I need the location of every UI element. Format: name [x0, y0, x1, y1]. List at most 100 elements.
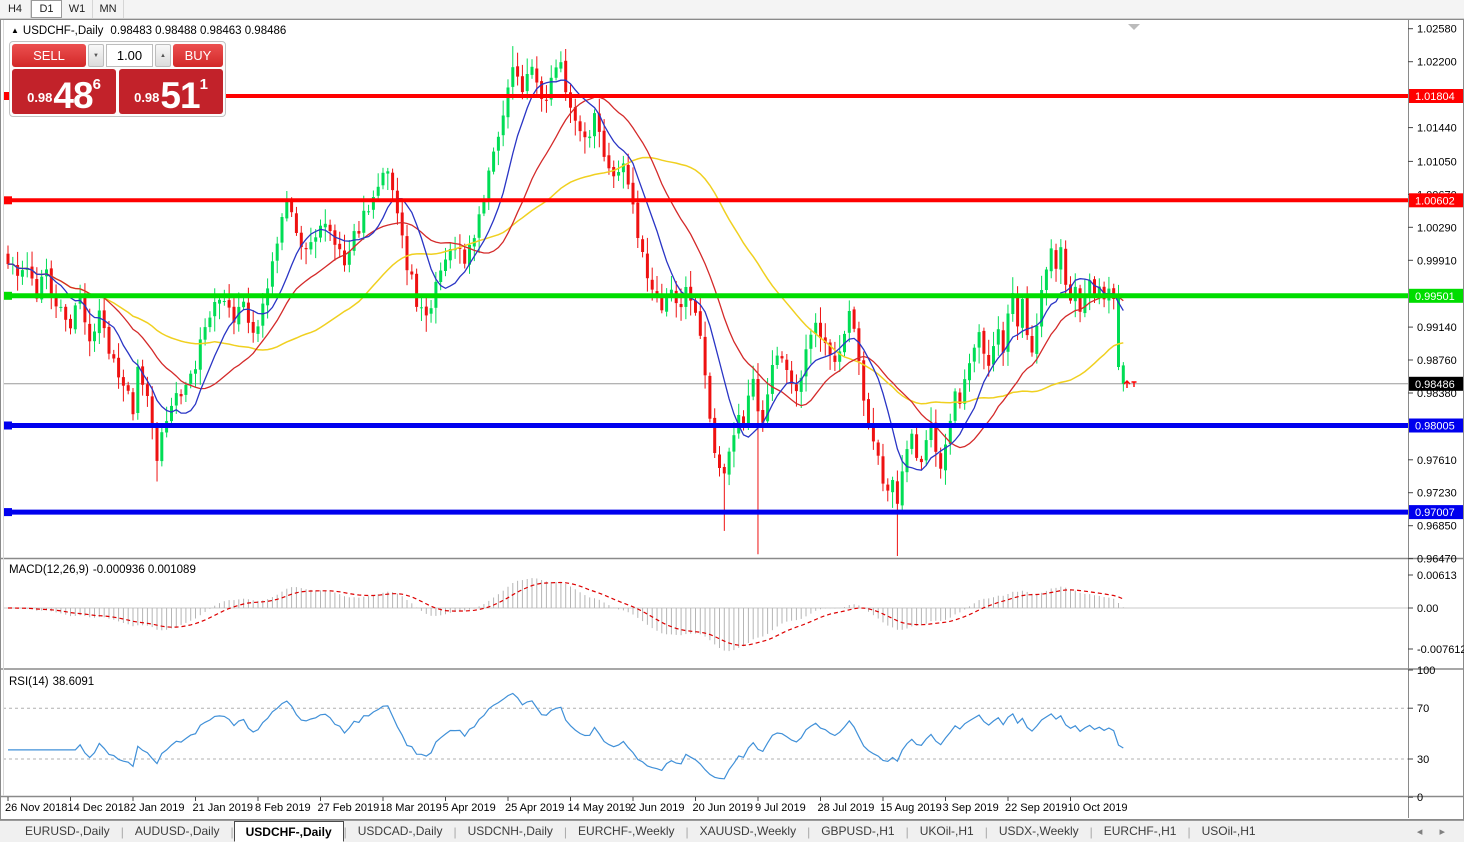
tab-ukoil-h1[interactable]: UKOil-,H1 — [919, 824, 974, 838]
tab-separator: | — [685, 824, 689, 839]
svg-text:0.98760: 0.98760 — [1417, 355, 1457, 367]
chart-shift-marker-icon[interactable] — [1128, 24, 1140, 30]
svg-text:1.00290: 1.00290 — [1417, 222, 1457, 234]
svg-text:14 Dec 2018: 14 Dec 2018 — [68, 802, 130, 814]
svg-text:3 Sep 2019: 3 Sep 2019 — [943, 802, 999, 814]
svg-text:100: 100 — [1417, 665, 1435, 677]
svg-text:0.97230: 0.97230 — [1417, 488, 1457, 500]
hline-anchor[interactable] — [3, 291, 12, 300]
trade-controls-row: SELL ▼ ▲ BUY — [12, 44, 223, 67]
timeframe-mn[interactable]: MN — [93, 0, 124, 18]
rsi-line — [8, 692, 1124, 780]
sell-price-display[interactable]: 0.98 48 6 — [12, 69, 116, 114]
trade-arrow-markers-icon — [1123, 380, 1137, 388]
svg-text:0.99140: 0.99140 — [1417, 322, 1457, 334]
tab-usdcad-daily[interactable]: USDCAD-,Daily — [357, 824, 443, 838]
timeframe-h4[interactable]: H4 — [0, 0, 31, 18]
symbol-label: USDCHF-,Daily — [22, 25, 104, 37]
svg-text:0.96470: 0.96470 — [1417, 554, 1457, 566]
svg-text:15 Aug 2019: 15 Aug 2019 — [880, 802, 942, 814]
buy-price-display[interactable]: 0.98 51 1 — [119, 69, 223, 114]
hline-anchor[interactable] — [3, 508, 12, 517]
svg-text:30: 30 — [1417, 754, 1429, 766]
tab-eurchf-h1[interactable]: EURCHF-,H1 — [1103, 824, 1177, 838]
tab-separator: | — [1089, 824, 1093, 839]
collapse-arrow-icon[interactable]: ▲ — [11, 26, 19, 35]
price-chip-1.00602[interactable]: 1.00602 — [1409, 193, 1463, 208]
one-click-trade-panel: SELL ▼ ▲ BUY 0.98 48 6 0.98 51 1 — [9, 41, 226, 117]
svg-text:70: 70 — [1417, 703, 1429, 715]
bid-ask-display: 0.98 48 6 0.98 51 1 — [12, 69, 223, 114]
current-price-chip: 0.98486 — [1409, 376, 1463, 391]
timeframe-w1[interactable]: W1 — [62, 0, 93, 18]
svg-text:0.00613: 0.00613 — [1417, 570, 1457, 582]
tab-audusd-daily[interactable]: AUDUSD-,Daily — [134, 824, 220, 838]
svg-text:18 Mar 2019: 18 Mar 2019 — [380, 802, 442, 814]
svg-text:2 Jan 2019: 2 Jan 2019 — [130, 802, 184, 814]
tab-separator: | — [343, 824, 347, 839]
rsi-name: RSI(14) — [9, 676, 49, 688]
price-axis: 1.025801.022001.014401.010501.006701.002… — [1408, 24, 1464, 804]
sell-price-pip-digit: 6 — [92, 76, 101, 93]
macd-values: -0.000936 0.001089 — [92, 564, 196, 576]
svg-text:-0.007612: -0.007612 — [1417, 644, 1464, 656]
chart-tab-bar: EURUSD-,Daily | AUDUSD-,Daily | USDCHF-,Dail… — [0, 820, 1464, 842]
price-chip-0.99501[interactable]: 0.99501 — [1409, 288, 1463, 303]
buy-price-pip-digit: 1 — [199, 76, 208, 93]
panel-separators — [0, 19, 1464, 820]
tab-gbpusd-h1[interactable]: GBPUSD-,H1 — [821, 824, 895, 838]
tab-separator: | — [563, 824, 568, 839]
svg-text:0.99501: 0.99501 — [1415, 291, 1455, 303]
tab-usdcnh-daily[interactable]: USDCNH-,Daily — [467, 824, 553, 838]
buy-price-prefix: 0.98 — [134, 90, 160, 105]
tab-scroll-arrows[interactable]: ◂ ▸ — [1416, 826, 1452, 838]
svg-text:0.00: 0.00 — [1417, 603, 1438, 615]
svg-text:1.01804: 1.01804 — [1415, 91, 1455, 103]
svg-text:9 Jul 2019: 9 Jul 2019 — [755, 802, 806, 814]
volume-down-button[interactable]: ▼ — [88, 44, 104, 67]
price-chip-0.98005[interactable]: 0.98005 — [1409, 418, 1463, 433]
svg-text:27 Feb 2019: 27 Feb 2019 — [318, 802, 380, 814]
tab-separator: | — [1187, 824, 1191, 839]
macd-name: MACD(12,26,9) — [9, 564, 89, 576]
svg-text:5 Apr 2019: 5 Apr 2019 — [443, 802, 496, 814]
price-chart-canvas[interactable]: 1.025801.022001.014401.010501.006701.002… — [0, 19, 1464, 820]
timeframe-toolbar: H4 D1 W1 MN — [0, 0, 1464, 19]
tab-separator: | — [807, 824, 811, 839]
macd-indicator-label: MACD(12,26,9) -0.000936 0.001089 — [9, 564, 200, 576]
sell-button[interactable]: SELL — [12, 44, 86, 67]
svg-text:1.01050: 1.01050 — [1417, 156, 1457, 168]
tab-usoil-h1[interactable]: USOil-,H1 — [1201, 824, 1256, 838]
price-chip-1.01804[interactable]: 1.01804 — [1409, 89, 1463, 103]
chart-title-bar: ▲ USDCHF-,Daily 0.98483 0.98488 0.98463 0.… — [11, 25, 286, 37]
volume-up-button[interactable]: ▲ — [155, 44, 171, 67]
volume-input[interactable] — [106, 44, 153, 67]
hline-anchor[interactable] — [3, 421, 12, 430]
tab-separator: | — [984, 824, 988, 839]
tab-xauusd-weekly[interactable]: XAUUSD-,Weekly — [699, 824, 797, 838]
tab-separator: | — [120, 824, 124, 839]
sell-price-prefix: 0.98 — [27, 90, 53, 105]
svg-text:0.98005: 0.98005 — [1415, 421, 1455, 433]
candlestick-series[interactable] — [6, 46, 1125, 556]
tab-usdchf-daily[interactable]: USDCHF-,Daily — [233, 821, 344, 842]
hline-anchor[interactable] — [3, 92, 12, 100]
svg-text:0.98380: 0.98380 — [1417, 388, 1457, 400]
tab-eurusd-daily[interactable]: EURUSD-,Daily — [25, 824, 110, 838]
hline-anchor[interactable] — [3, 196, 12, 205]
tab-separator: | — [905, 824, 909, 839]
buy-button[interactable]: BUY — [173, 44, 223, 67]
timeframe-d1[interactable]: D1 — [31, 0, 62, 18]
tab-separator: | — [230, 824, 234, 839]
tab-usdx-weekly[interactable]: USDX-,Weekly — [998, 824, 1079, 838]
ma-line-fast — [8, 79, 1124, 471]
svg-text:0.97610: 0.97610 — [1417, 455, 1457, 467]
chart-background — [0, 19, 1464, 820]
tab-eurchf-weekly[interactable]: EURCHF-,Weekly — [578, 824, 675, 838]
price-chip-0.97007[interactable]: 0.97007 — [1409, 505, 1463, 520]
svg-text:0.97007: 0.97007 — [1415, 507, 1455, 519]
svg-text:1.00602: 1.00602 — [1415, 195, 1455, 207]
svg-text:26 Nov 2018: 26 Nov 2018 — [5, 802, 67, 814]
rsi-indicator-label: RSI(14) 38.6091 — [9, 676, 98, 688]
